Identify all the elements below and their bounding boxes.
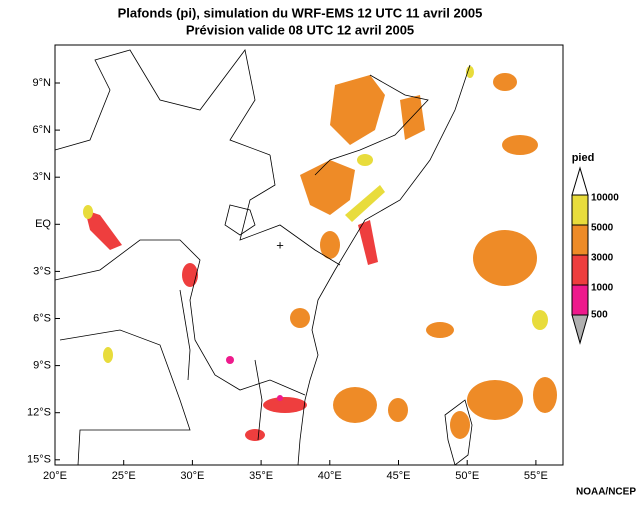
country-border xyxy=(239,154,341,266)
subtitle: Prévision valide 08 UTC 12 avril 2005 xyxy=(186,22,414,37)
field-patch xyxy=(467,380,523,420)
x-tick-label: 45°E xyxy=(387,470,411,482)
country-border xyxy=(54,239,306,396)
y-tick-label: 15°S xyxy=(27,454,51,466)
field-patch xyxy=(493,73,517,91)
x-tick-label: 20°E xyxy=(43,470,67,482)
field-patch xyxy=(85,210,122,250)
legend: pied 10000 5000 3000 1000 500 xyxy=(571,152,619,345)
x-tick-label: 40°E xyxy=(318,470,342,482)
legend-label: 500 xyxy=(591,310,608,321)
legend-swatch xyxy=(571,224,589,256)
credit: NOAA/NCEP xyxy=(576,487,636,498)
x-tick-label: 50°E xyxy=(455,470,479,482)
legend-swatch xyxy=(571,284,589,316)
field-patch xyxy=(83,205,93,219)
y-tick-label: 9°N xyxy=(33,77,52,89)
title: Plafonds (pi), simulation du WRF-EMS 12 … xyxy=(118,5,483,20)
legend-label: 5000 xyxy=(591,223,614,234)
field-patch xyxy=(357,154,373,166)
y-tick-label: 3°N xyxy=(33,171,52,183)
field-patch xyxy=(502,135,538,155)
legend-swatch xyxy=(571,254,589,286)
country-border xyxy=(54,49,271,156)
field-patch xyxy=(245,429,265,441)
field-patch xyxy=(388,398,408,422)
x-tick-label: 30°E xyxy=(180,470,204,482)
legend-label: 3000 xyxy=(591,253,614,264)
y-tick-label: 3°S xyxy=(33,265,51,277)
x-tick-label: 25°E xyxy=(112,470,136,482)
field-patch xyxy=(290,308,310,328)
field-patch xyxy=(532,310,548,330)
y-tick-label: 12°S xyxy=(27,407,51,419)
field-patch xyxy=(533,377,557,413)
legend-top-arrow xyxy=(571,166,589,196)
field-patch xyxy=(330,75,385,145)
map-frame xyxy=(54,44,564,466)
country-border xyxy=(59,329,191,466)
legend-levels: 10000 5000 3000 1000 500 xyxy=(571,193,619,345)
field-patch xyxy=(103,347,113,363)
y-tick-label: 9°S xyxy=(33,360,51,372)
field-patch xyxy=(358,220,378,265)
marker: + xyxy=(276,237,284,252)
legend-label: 1000 xyxy=(591,283,614,294)
lake-outline xyxy=(224,204,256,236)
cloud-ceiling-fields xyxy=(83,66,557,441)
legend-label: 10000 xyxy=(591,193,619,204)
field-patch xyxy=(345,185,385,222)
field-patch xyxy=(320,231,340,259)
coastline xyxy=(444,399,473,466)
field-patch xyxy=(333,387,377,423)
axis-ticks: 20°E 25°E 30°E 35°E 40°E 45°E 50°E 55°E 9°N 6°N 3°… xyxy=(27,77,548,482)
field-patch xyxy=(277,395,283,401)
legend-swatch xyxy=(571,194,589,226)
legend-title: pied xyxy=(572,152,595,164)
field-patch xyxy=(263,397,307,413)
field-patch xyxy=(226,356,234,364)
y-tick-label: EQ xyxy=(35,218,51,230)
y-tick-label: 6°S xyxy=(33,312,51,324)
legend-bottom-arrow xyxy=(571,314,589,345)
field-patch xyxy=(450,411,470,439)
lake-outline xyxy=(179,289,263,441)
field-patch xyxy=(400,95,425,140)
country-border xyxy=(314,74,429,176)
y-tick-label: 6°N xyxy=(33,124,52,136)
coastline xyxy=(297,64,471,466)
field-patch xyxy=(466,66,474,78)
x-tick-label: 35°E xyxy=(249,470,273,482)
x-tick-label: 55°E xyxy=(524,470,548,482)
field-patch xyxy=(300,160,355,215)
boundaries: + xyxy=(54,49,473,466)
field-patch xyxy=(182,263,198,287)
field-patch xyxy=(473,230,537,286)
field-patch xyxy=(426,322,454,338)
